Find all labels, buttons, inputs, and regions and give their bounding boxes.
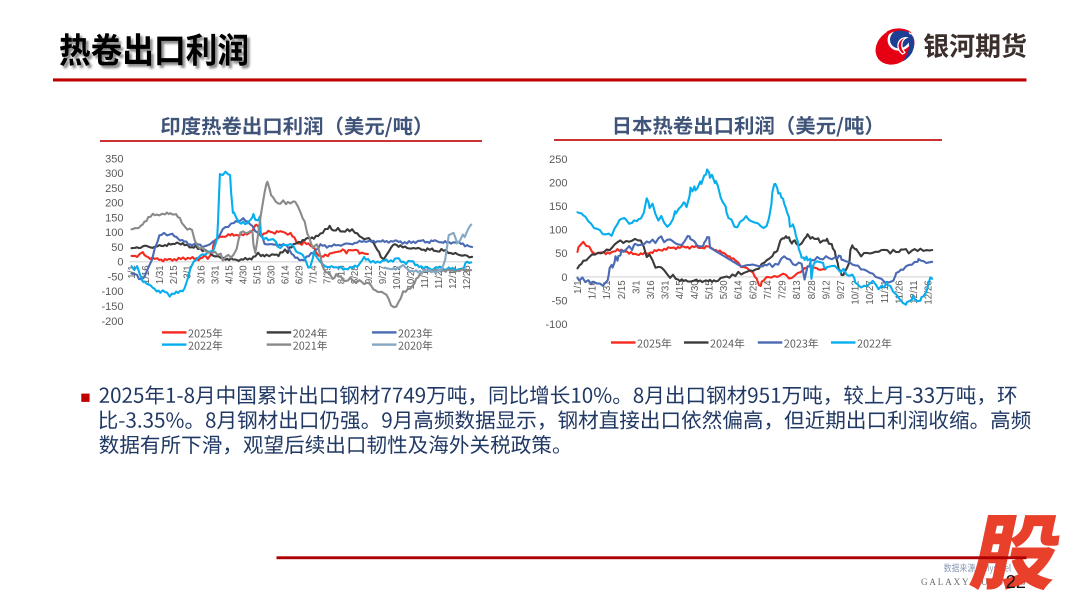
svg-text:2/15: 2/15 bbox=[169, 265, 180, 284]
svg-text:7/29: 7/29 bbox=[778, 280, 789, 299]
svg-text:6/14: 6/14 bbox=[734, 280, 745, 299]
svg-text:4/15: 4/15 bbox=[675, 280, 686, 299]
svg-text:-100: -100 bbox=[101, 286, 123, 298]
svg-text:11/11: 11/11 bbox=[420, 265, 431, 288]
svg-text:-150: -150 bbox=[101, 301, 123, 313]
svg-text:3/31: 3/31 bbox=[211, 265, 222, 284]
svg-text:200: 200 bbox=[549, 178, 567, 190]
svg-text:150: 150 bbox=[105, 212, 123, 224]
svg-text:100: 100 bbox=[549, 225, 567, 237]
svg-text:100: 100 bbox=[105, 227, 123, 239]
svg-text:5/15: 5/15 bbox=[253, 265, 264, 284]
svg-text:3/1: 3/1 bbox=[183, 265, 194, 278]
svg-text:1/1: 1/1 bbox=[573, 280, 584, 293]
svg-text:250: 250 bbox=[549, 154, 567, 166]
svg-text:1/1: 1/1 bbox=[127, 265, 138, 278]
svg-text:4/15: 4/15 bbox=[225, 265, 236, 284]
svg-text:0: 0 bbox=[561, 272, 567, 284]
svg-text:8/28: 8/28 bbox=[807, 280, 818, 299]
svg-text:8/13: 8/13 bbox=[336, 265, 347, 284]
svg-text:250: 250 bbox=[105, 183, 123, 195]
svg-text:1/31: 1/31 bbox=[155, 265, 166, 284]
svg-text:10/27: 10/27 bbox=[865, 280, 876, 304]
svg-text:350: 350 bbox=[105, 153, 123, 165]
svg-text:11/26: 11/26 bbox=[434, 265, 445, 289]
svg-text:5/30: 5/30 bbox=[719, 280, 730, 299]
svg-text:3/1: 3/1 bbox=[631, 280, 642, 293]
svg-text:10/27: 10/27 bbox=[406, 265, 417, 289]
svg-text:7/29: 7/29 bbox=[322, 265, 333, 284]
svg-text:11/26: 11/26 bbox=[895, 280, 906, 304]
svg-text:200: 200 bbox=[105, 198, 123, 210]
svg-text:5/15: 5/15 bbox=[705, 280, 716, 299]
svg-text:300: 300 bbox=[105, 168, 123, 180]
svg-text:10/12: 10/12 bbox=[851, 280, 862, 304]
svg-text:9/12: 9/12 bbox=[821, 280, 832, 299]
svg-text:-100: -100 bbox=[545, 319, 567, 331]
svg-text:3/16: 3/16 bbox=[197, 265, 208, 284]
svg-text:12/11: 12/11 bbox=[909, 280, 920, 304]
svg-text:7/14: 7/14 bbox=[763, 280, 774, 299]
svg-text:12/26: 12/26 bbox=[924, 280, 935, 304]
svg-text:4/30: 4/30 bbox=[239, 265, 250, 284]
svg-text:50: 50 bbox=[111, 242, 123, 254]
svg-text:-50: -50 bbox=[108, 272, 124, 284]
svg-text:6/14: 6/14 bbox=[280, 265, 291, 284]
svg-text:10/12: 10/12 bbox=[392, 265, 403, 289]
svg-text:2: 2 bbox=[1006, 572, 1016, 592]
svg-text:9/27: 9/27 bbox=[836, 280, 847, 299]
svg-text:9/27: 9/27 bbox=[378, 265, 389, 284]
svg-text:-50: -50 bbox=[552, 295, 568, 307]
svg-text:5/30: 5/30 bbox=[267, 265, 278, 284]
svg-text:1/16: 1/16 bbox=[588, 280, 599, 299]
svg-text:12/26: 12/26 bbox=[462, 265, 473, 289]
svg-text:8/13: 8/13 bbox=[792, 280, 803, 299]
svg-text:50: 50 bbox=[555, 248, 567, 260]
svg-text:11/11: 11/11 bbox=[880, 280, 891, 303]
svg-text:-200: -200 bbox=[101, 316, 123, 328]
svg-text:6/29: 6/29 bbox=[294, 265, 305, 284]
svg-text:0: 0 bbox=[117, 257, 123, 269]
svg-text:3/31: 3/31 bbox=[661, 280, 672, 299]
svg-text:6/29: 6/29 bbox=[748, 280, 759, 299]
svg-text:1/31: 1/31 bbox=[602, 280, 613, 299]
svg-text:3/16: 3/16 bbox=[646, 280, 657, 299]
svg-text:2/15: 2/15 bbox=[617, 280, 628, 299]
svg-text:9/12: 9/12 bbox=[364, 265, 375, 284]
svg-text:4/30: 4/30 bbox=[690, 280, 701, 299]
svg-text:7/14: 7/14 bbox=[308, 265, 319, 284]
svg-text:150: 150 bbox=[549, 201, 567, 213]
svg-text:12/11: 12/11 bbox=[448, 265, 459, 289]
svg-text:8/28: 8/28 bbox=[350, 265, 361, 284]
